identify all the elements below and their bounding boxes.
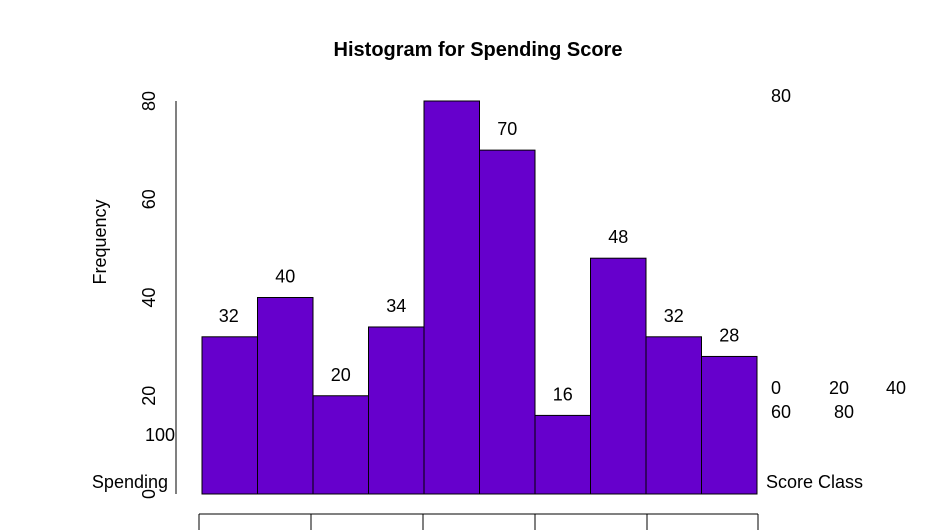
histogram-bar xyxy=(423,100,480,495)
stray-right-numbers: 0 20 40 60 80 xyxy=(771,378,906,422)
stray-label-top-right: 80 xyxy=(771,86,791,106)
histogram-bar xyxy=(368,326,425,495)
histogram-bar xyxy=(201,336,258,495)
bar-data-label: 16 xyxy=(553,384,573,404)
histogram-bar xyxy=(590,257,647,495)
stray-number: 20 xyxy=(829,378,849,398)
bar-data-label: 32 xyxy=(219,306,239,326)
bar-data-label: 28 xyxy=(719,325,739,345)
stray-label-spending: Spending xyxy=(92,472,168,492)
y-tick-label: 0 xyxy=(139,489,159,499)
y-tick-label: 60 xyxy=(139,189,159,209)
histogram-bar xyxy=(534,414,591,495)
y-tick-labels: 0 20 40 60 80 xyxy=(139,91,159,499)
bar-data-label: 48 xyxy=(608,227,628,247)
histogram-bar xyxy=(701,355,758,495)
bars xyxy=(201,100,758,495)
y-axis-label: Frequency xyxy=(90,199,110,284)
y-tick-label: 20 xyxy=(139,386,159,406)
data-labels: 32 40 20 34 70 16 48 32 28 xyxy=(219,119,740,404)
stray-number: 60 xyxy=(771,402,791,422)
y-tick-label: 80 xyxy=(139,91,159,111)
bar-data-label: 20 xyxy=(331,365,351,385)
histogram-bar xyxy=(312,395,369,495)
bar-data-label: 70 xyxy=(497,119,517,139)
y-tick-label: 40 xyxy=(139,287,159,307)
histogram-bar xyxy=(257,297,314,495)
stray-number: 40 xyxy=(886,378,906,398)
stray-number: 80 xyxy=(834,402,854,422)
chart-title: Histogram for Spending Score xyxy=(334,39,623,61)
bar-data-label: 40 xyxy=(275,267,295,287)
histogram-bar xyxy=(479,149,536,495)
stray-label-score-class: Score Class xyxy=(766,472,863,492)
bar-data-label: 32 xyxy=(664,306,684,326)
bar-data-label: 34 xyxy=(386,296,406,316)
bottom-axis-boxes xyxy=(198,513,759,530)
stray-number: 0 xyxy=(771,378,781,398)
histogram-bar xyxy=(645,336,702,495)
stray-label-left-mid: 100 xyxy=(145,425,175,445)
